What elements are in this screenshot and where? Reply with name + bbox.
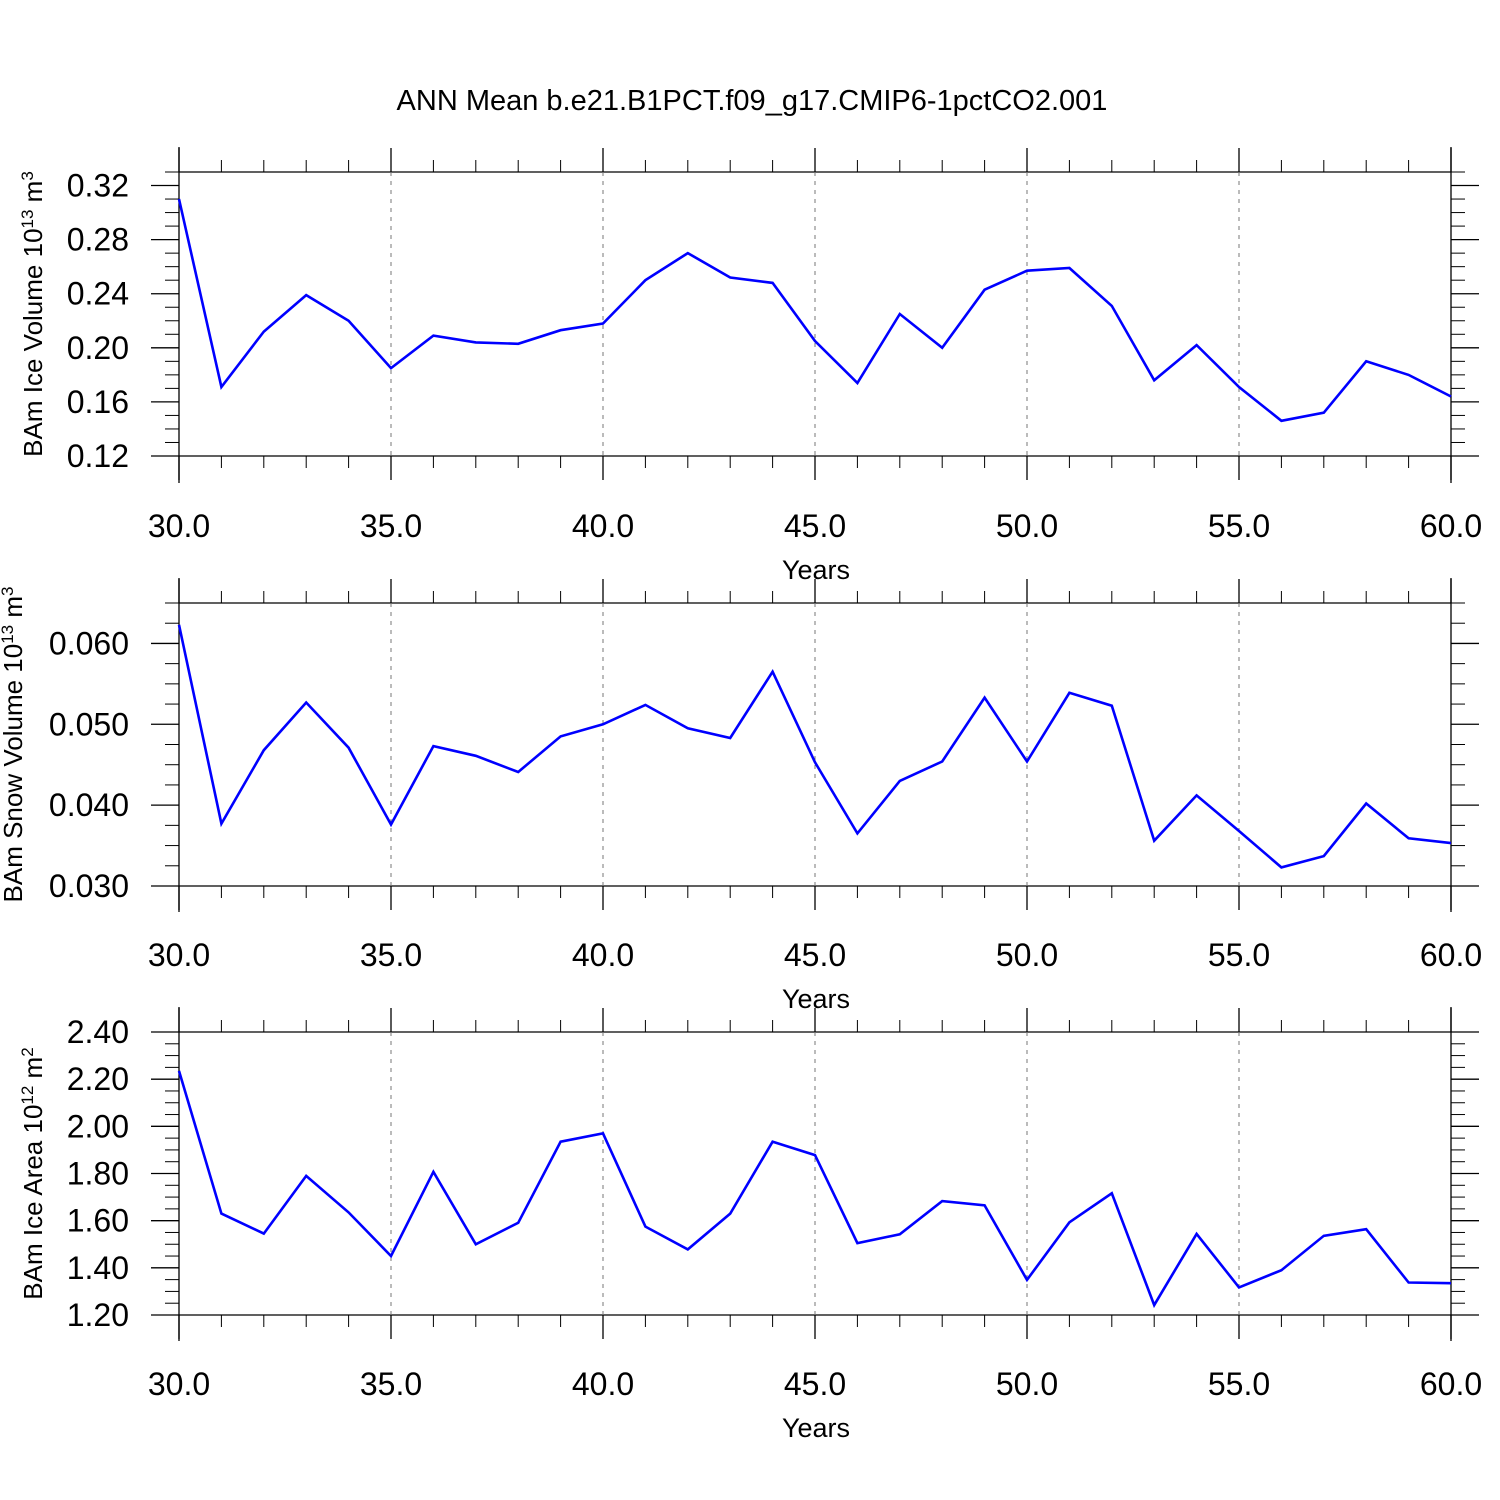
x-tick-label: 55.0: [1208, 1366, 1270, 1402]
x-tick-label: 50.0: [996, 1366, 1058, 1402]
x-tick-label: 35.0: [360, 937, 422, 973]
chart-title: ANN Mean b.e21.B1PCT.f09_g17.CMIP6-1pctC…: [397, 85, 1108, 117]
y-axis-label: BAm Ice Area 1012 m2: [18, 1047, 49, 1299]
y-tick-label: 0.030: [49, 868, 129, 904]
x-axis-label: Years: [782, 1413, 850, 1443]
y-tick-label: 0.20: [67, 330, 129, 366]
x-tick-label: 35.0: [360, 508, 422, 544]
y-tick-label: 2.40: [67, 1014, 129, 1050]
y-tick-label: 0.040: [49, 787, 129, 823]
x-tick-label: 55.0: [1208, 937, 1270, 973]
chart-panel-3: 30.0 35.0 40.0 45.0 50.0 55.0 60.0 1.20 1.40 1.60…: [18, 1007, 1482, 1443]
x-tick-label: 50.0: [996, 508, 1058, 544]
y-axis-label: BAm Ice Volume 1013 m3: [18, 171, 49, 457]
x-tick-label: 35.0: [360, 1366, 422, 1402]
x-tick-label: 45.0: [784, 937, 846, 973]
x-tick-label: 40.0: [572, 1366, 634, 1402]
y-tick-label: 0.050: [49, 706, 129, 742]
y-tick-label: 0.28: [67, 222, 129, 258]
y-tick-label: 1.80: [67, 1156, 129, 1192]
x-tick-label: 40.0: [572, 508, 634, 544]
x-tick-label: 45.0: [784, 508, 846, 544]
y-tick-label: 0.32: [67, 168, 129, 204]
x-tick-label: 60.0: [1420, 508, 1482, 544]
y-tick-label: 1.40: [67, 1250, 129, 1286]
chart-panel-2: 30.0 35.0 40.0 45.0 50.0 55.0 60.0 0.030 0.040 0.…: [0, 578, 1482, 1014]
x-tick-label: 60.0: [1420, 937, 1482, 973]
y-tick-label: 1.20: [67, 1297, 129, 1333]
x-tick-label: 30.0: [148, 508, 210, 544]
y-tick-label: 2.20: [67, 1061, 129, 1097]
x-tick-label: 40.0: [572, 937, 634, 973]
x-tick-label: 55.0: [1208, 508, 1270, 544]
x-axis-label: Years: [782, 555, 850, 585]
x-tick-label: 45.0: [784, 1366, 846, 1402]
y-axis-label: BAm Snow Volume 1013 m3: [0, 587, 28, 903]
y-tick-label: 1.60: [67, 1203, 129, 1239]
y-tick-label: 0.16: [67, 384, 129, 420]
x-tick-label: 30.0: [148, 1366, 210, 1402]
y-tick-label: 0.060: [49, 625, 129, 661]
y-tick-label: 0.24: [67, 276, 129, 312]
y-tick-label: 2.00: [67, 1108, 129, 1144]
y-tick-label: 0.12: [67, 438, 129, 474]
x-tick-label: 50.0: [996, 937, 1058, 973]
x-tick-label: 30.0: [148, 937, 210, 973]
x-axis-label: Years: [782, 984, 850, 1014]
chart-panel-1: 30.0 35.0 40.0 45.0 50.0 55.0 60.0 0.12 0.16 0.20…: [18, 147, 1482, 585]
x-tick-label: 60.0: [1420, 1366, 1482, 1402]
